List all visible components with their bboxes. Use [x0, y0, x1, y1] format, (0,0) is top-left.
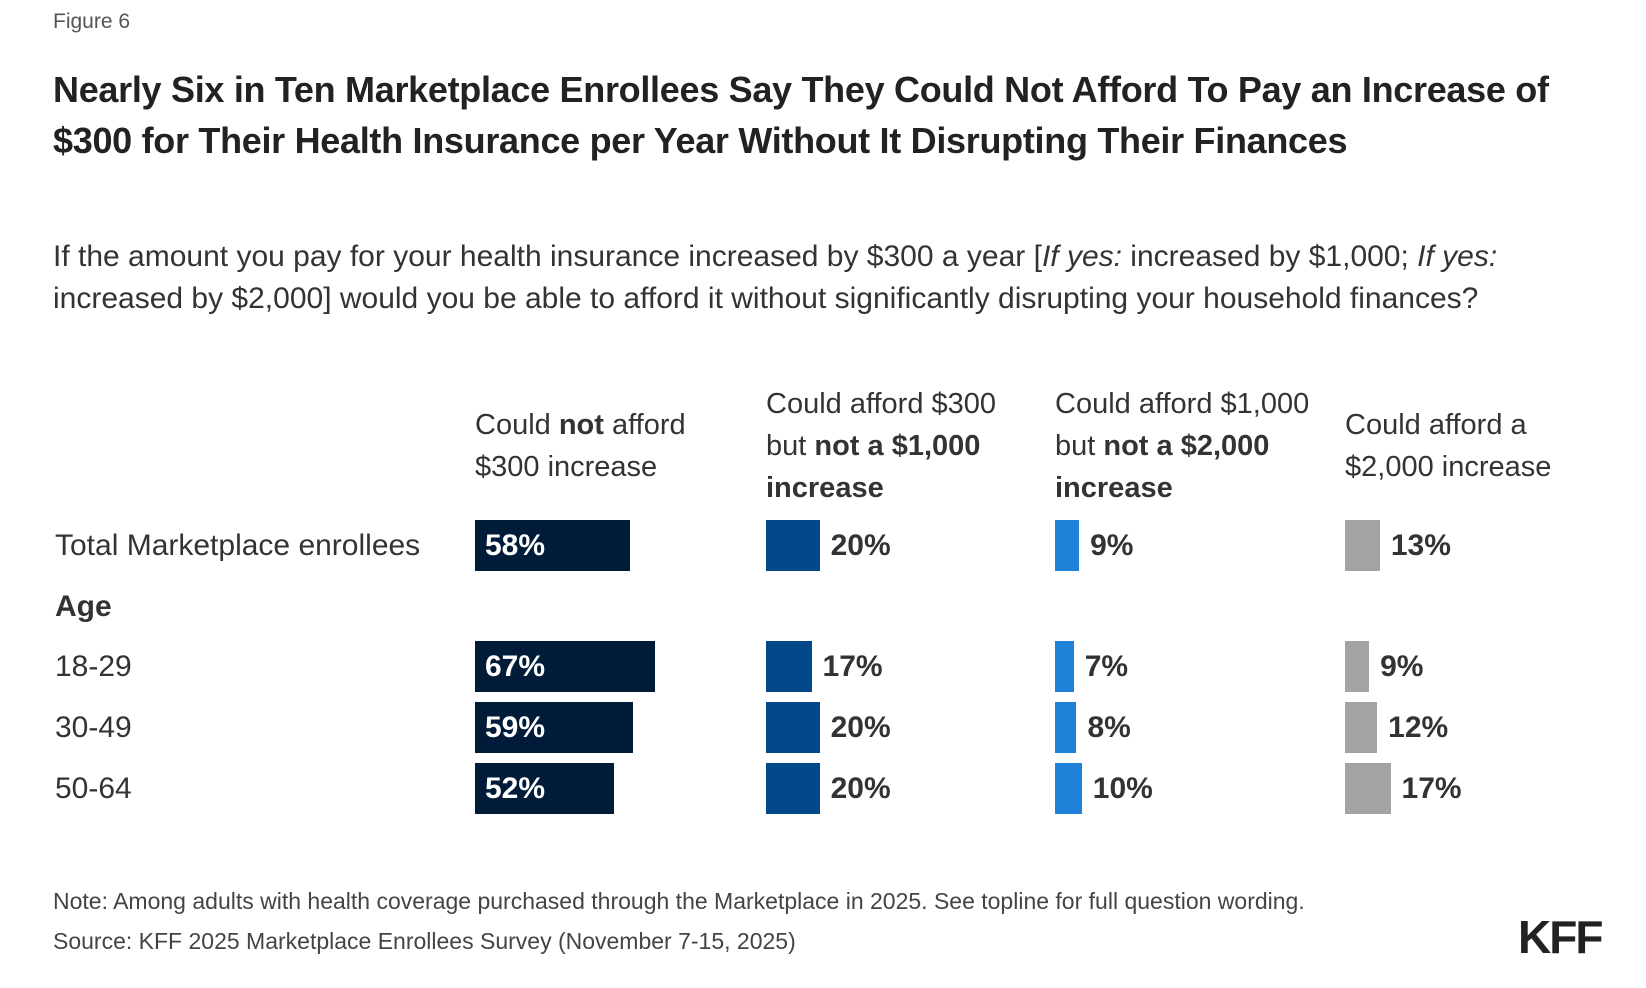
data-label: 12% [1388, 711, 1449, 744]
row-label: Total Marketplace enrollees [55, 529, 421, 562]
kff-logo: KFF [1518, 911, 1603, 963]
bar-30-49 [475, 702, 634, 753]
bar-50-64 [1055, 763, 1082, 814]
bar-total-marketplace-enrollees [766, 520, 820, 571]
chart-subtitle: If the amount you pay for your health in… [53, 236, 1613, 320]
column-header-part: afford $300 increase [475, 409, 686, 483]
subtitle-part: If yes: [1417, 240, 1498, 273]
chart-source: Source: KFF 2025 Marketplace Enrollees S… [53, 928, 796, 954]
column-header-part: not a $2,000 increase [1055, 430, 1270, 504]
bar-18-29 [1055, 641, 1074, 692]
data-label: 59% [485, 711, 546, 744]
row-label: 50-64 [55, 772, 132, 805]
subtitle-part: increased by $1,000; [1121, 240, 1418, 273]
column-header-part: Could afford a $2,000 increase [1345, 409, 1552, 483]
data-label: 10% [1092, 772, 1153, 805]
group-label: Age [55, 590, 112, 623]
bar-50-64 [766, 763, 820, 814]
bar-total-marketplace-enrollees [1055, 520, 1080, 571]
bar-18-29 [1345, 641, 1370, 692]
bar-total-marketplace-enrollees [475, 520, 631, 571]
subtitle-part: increased by $2,000] would you be able t… [53, 282, 1479, 315]
data-label: 58% [485, 529, 546, 562]
bar-total-marketplace-enrollees [1345, 520, 1380, 571]
column-header: Could afford $300 but not a $1,000 incre… [766, 383, 1036, 509]
column-header-part: Could afford $300 but [766, 388, 997, 462]
bar-50-64 [475, 763, 615, 814]
column-header: Could not afford $300 increase [475, 404, 745, 488]
data-label: 9% [1090, 529, 1134, 562]
column-header-part: Could afford $1,000 but [1055, 388, 1310, 462]
data-label: 7% [1084, 650, 1129, 683]
column-header: Could afford $1,000 but not a $2,000 inc… [1055, 383, 1325, 509]
column-header-part: Could [475, 409, 559, 441]
data-label: 8% [1087, 711, 1131, 744]
chart-note: Note: Among adults with health coverage … [53, 888, 1305, 914]
data-label: 9% [1380, 650, 1424, 683]
column-header-part: not a $1,000 increase [766, 430, 981, 504]
data-label: 13% [1390, 529, 1451, 562]
subtitle-part: If yes: [1041, 240, 1122, 273]
data-label: 52% [485, 772, 546, 805]
figure-label: Figure 6 [53, 10, 131, 33]
bar-30-49 [1055, 702, 1077, 753]
row-label: 18-29 [55, 650, 132, 683]
row-label: 30-49 [55, 711, 132, 744]
data-label: 20% [830, 529, 891, 562]
column-header-part: not [558, 409, 604, 441]
data-label: 20% [830, 711, 891, 744]
data-label: 67% [485, 650, 546, 683]
column-header: Could afford a $2,000 increase [1345, 404, 1615, 488]
data-label: 17% [822, 650, 883, 683]
bar-50-64 [1345, 763, 1391, 814]
subtitle-part: If the amount you pay for your health in… [53, 240, 1042, 273]
bar-30-49 [1345, 702, 1378, 753]
bar-18-29 [475, 641, 655, 692]
data-label: 20% [830, 772, 891, 805]
chart-title: Nearly Six in Ten Marketplace Enrollees … [53, 69, 1549, 161]
data-label: 17% [1401, 772, 1462, 805]
bar-18-29 [766, 641, 812, 692]
bar-30-49 [766, 702, 820, 753]
